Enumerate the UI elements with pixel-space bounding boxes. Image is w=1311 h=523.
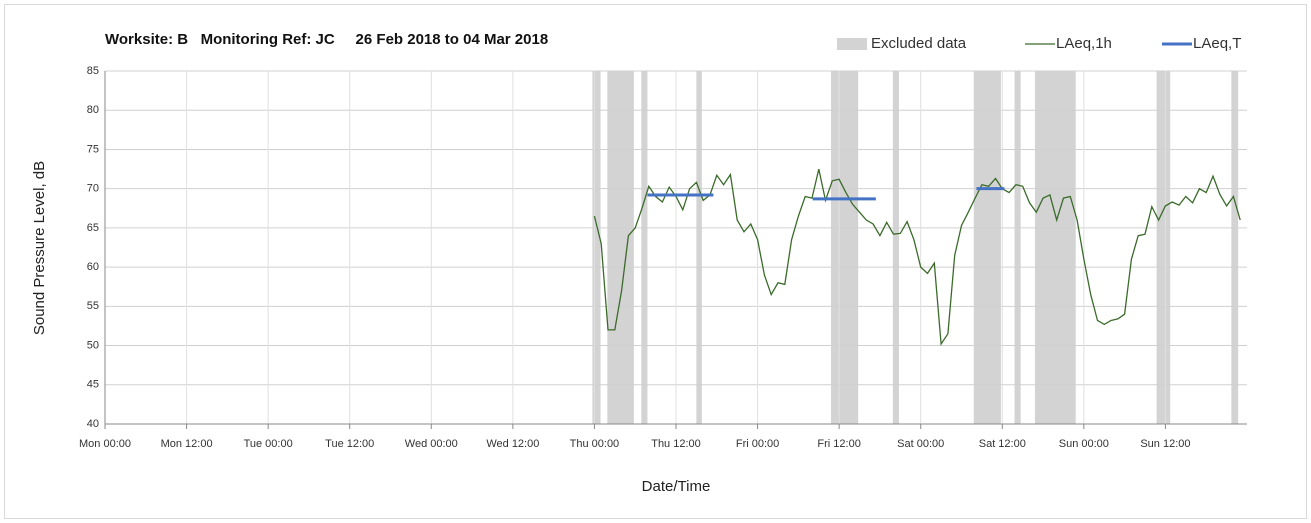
excluded-band [592, 71, 601, 424]
y-tick-label: 60 [87, 261, 99, 273]
x-tick-label: Tue 12:00 [325, 438, 374, 450]
chart-frame [4, 4, 1307, 519]
x-tick-label: Mon 00:00 [79, 438, 131, 450]
excluded-band [1156, 71, 1171, 424]
x-tick-label: Thu 12:00 [651, 438, 701, 450]
y-tick-label: 85 [87, 65, 99, 77]
excluded-band [607, 71, 634, 424]
excluded-band [1034, 71, 1076, 424]
y-tick-label: 50 [87, 339, 99, 351]
excluded-band [696, 71, 702, 424]
legend-swatch [837, 38, 867, 50]
excluded-band [973, 71, 1001, 424]
excluded-band [641, 71, 648, 424]
y-tick-label: 55 [87, 300, 99, 312]
y-axis-title: Sound Pressure Level, dB [31, 161, 48, 335]
x-tick-label: Mon 12:00 [161, 438, 213, 450]
series-line [593, 168, 1241, 346]
x-tick-label: Wed 00:00 [405, 438, 458, 450]
excluded-band [1014, 71, 1021, 424]
y-tick-label: 45 [87, 379, 99, 391]
x-tick-label: Sat 12:00 [979, 438, 1026, 450]
x-tick-label: Sun 12:00 [1140, 438, 1190, 450]
excluded-band [830, 71, 859, 424]
legend-label: LAeq,T [1193, 35, 1241, 52]
y-tick-label: 70 [87, 183, 99, 195]
x-tick-label: Fri 12:00 [817, 438, 860, 450]
excluded-band [1231, 71, 1239, 424]
x-tick-label: Sun 00:00 [1059, 438, 1109, 450]
y-tick-label: 75 [87, 143, 99, 155]
y-tick-label: 65 [87, 222, 99, 234]
legend-label: Excluded data [871, 35, 967, 52]
chart-title: Worksite: B Monitoring Ref: JC 26 Feb 20… [105, 31, 548, 48]
x-tick-label: Tue 00:00 [244, 438, 293, 450]
x-tick-label: Wed 12:00 [486, 438, 539, 450]
x-axis-title: Date/Time [642, 478, 711, 495]
y-tick-label: 80 [87, 104, 99, 116]
y-tick-label: 40 [87, 418, 99, 430]
x-tick-label: Fri 00:00 [736, 438, 779, 450]
excluded-band [892, 71, 899, 424]
x-tick-label: Sat 00:00 [897, 438, 944, 450]
x-tick-label: Thu 00:00 [570, 438, 620, 450]
legend-label: LAeq,1h [1056, 35, 1112, 52]
